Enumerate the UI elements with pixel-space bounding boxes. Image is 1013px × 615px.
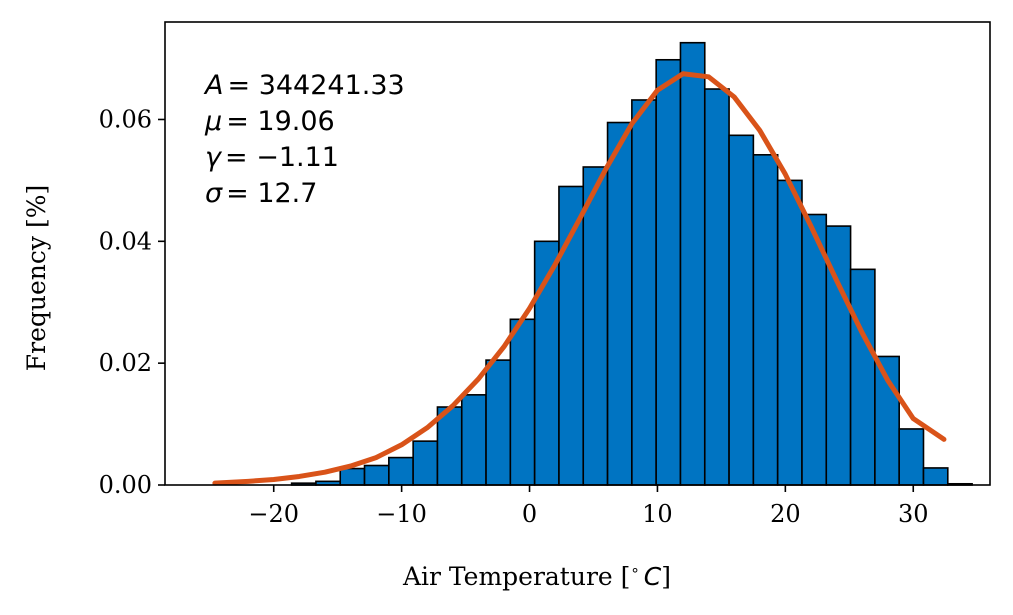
x-axis-label-prefix: Air Temperature [ [402, 562, 630, 591]
x-tick-label: 30 [898, 500, 929, 528]
histogram-bar-8 [485, 359, 512, 486]
histogram-bar-13 [606, 121, 633, 486]
y-tick-label: 0.04 [99, 227, 152, 255]
parameter-symbol: A [203, 70, 223, 101]
histogram-bar-19 [752, 154, 779, 486]
parameter-symbol: γ [205, 142, 223, 173]
x-axis-label-suffix: ] [661, 562, 671, 591]
histogram-bar-2 [339, 467, 366, 486]
histogram-bar-17 [703, 88, 730, 486]
histogram-bar-6 [436, 406, 463, 486]
histogram-bar-18 [728, 134, 755, 486]
x-tick-label: −10 [376, 500, 427, 528]
y-tick-label: 0.02 [99, 349, 152, 377]
histogram-bar-5 [412, 440, 439, 486]
histogram-bar-14 [631, 99, 657, 486]
histogram-bar-23 [849, 268, 876, 486]
y-tick-label: 0.06 [99, 105, 152, 133]
x-tick-label: 0 [522, 500, 537, 528]
histogram-bar-4 [388, 456, 414, 486]
x-axis-ticks: −20 −10 0 10 20 30 [248, 485, 929, 528]
histogram-bar-7 [460, 394, 487, 486]
histogram-bar-16 [679, 41, 706, 486]
histogram-bar-25 [898, 428, 925, 486]
axes-frame [164, 21, 991, 486]
fit-curve [212, 71, 947, 486]
x-axis-label: Air Temperature [∘ C] [402, 561, 671, 591]
fit-parameter-1: μ = 19.06 [204, 106, 335, 137]
histogram-bar-9 [509, 318, 536, 486]
y-axis-ticks: 0.00 0.02 0.04 0.06 [99, 105, 165, 499]
histogram-bar-26 [922, 467, 949, 486]
parameter-value: = 12.7 [226, 178, 317, 209]
histogram-bar-15 [655, 58, 682, 486]
histogram-bar-3 [363, 464, 390, 486]
fit-parameter-0: A = 344241.33 [203, 70, 405, 101]
x-tick-label: −20 [248, 500, 299, 528]
parameter-value: = 344241.33 [227, 70, 404, 101]
x-tick-label: 10 [642, 500, 673, 528]
x-axis-label-degree: ∘ [630, 561, 639, 579]
parameter-symbol: σ [205, 178, 223, 209]
histogram-bars [290, 41, 973, 486]
y-tick-label: 0.00 [99, 471, 152, 499]
histogram-bar-21 [801, 213, 828, 486]
fit-parameter-3: σ = 12.7 [205, 178, 317, 209]
parameter-symbol: μ [204, 106, 222, 137]
histogram-bar-20 [776, 179, 803, 486]
parameter-value: = −1.11 [225, 142, 339, 173]
x-tick-label: 20 [770, 500, 801, 528]
fit-parameters: A = 344241.33μ = 19.06γ = −1.11σ = 12.7 [203, 70, 405, 209]
fit-parameter-2: γ = −1.11 [205, 142, 339, 173]
y-axis-label: Frequency [%] [22, 185, 51, 371]
parameter-value: = 19.06 [226, 106, 335, 137]
histogram-bar-12 [582, 166, 609, 486]
x-axis-label-unit: C [644, 562, 662, 591]
